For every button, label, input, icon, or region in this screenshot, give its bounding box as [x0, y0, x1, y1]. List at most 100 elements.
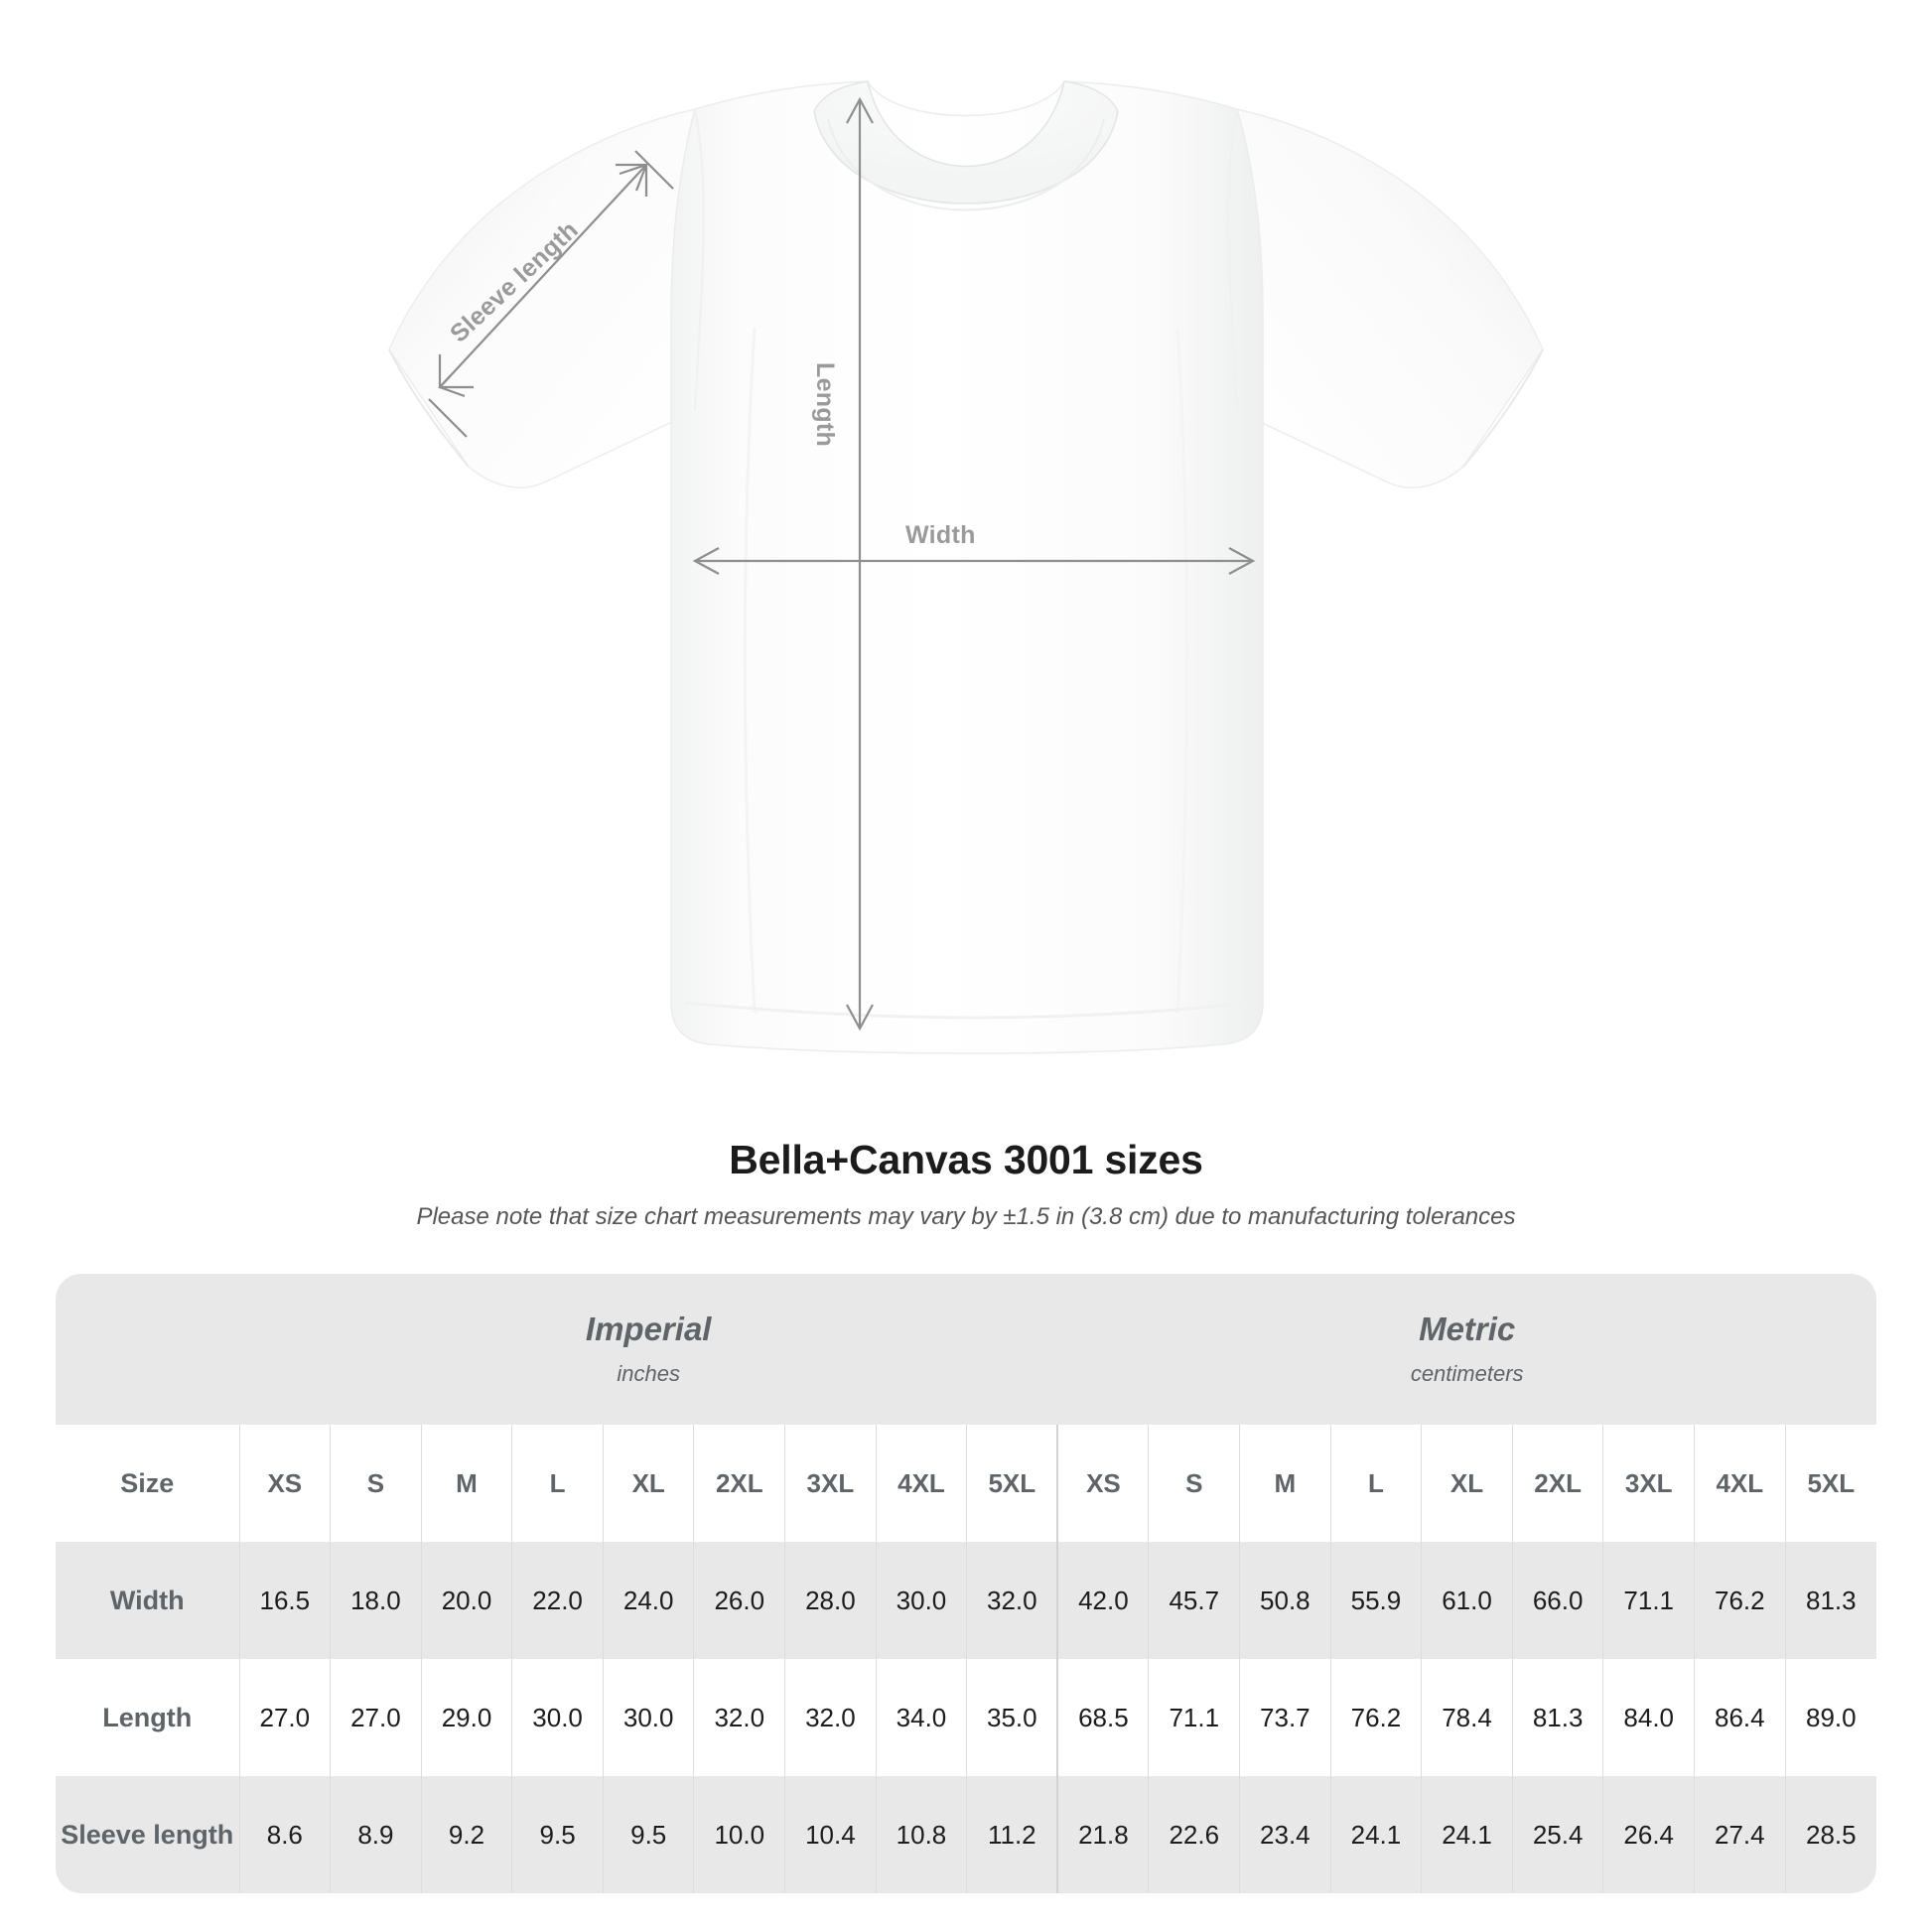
tshirt-fold-left — [743, 327, 757, 1014]
measurement-cell: 10.4 — [784, 1776, 877, 1893]
size-header-cell: L — [1329, 1425, 1422, 1542]
tshirt-left-sleeve-hem — [388, 348, 470, 468]
size-header-cell: S — [330, 1425, 422, 1542]
measurement-cell: 30.0 — [511, 1659, 604, 1776]
measurement-cell: 78.4 — [1421, 1659, 1513, 1776]
size-header-cell: 3XL — [784, 1425, 877, 1542]
measurement-cell: 10.0 — [693, 1776, 785, 1893]
row-header-width: Width — [56, 1542, 240, 1659]
tshirt-collar-stitch — [827, 118, 1105, 211]
tshirt-right-sleeve-hem — [1462, 348, 1544, 468]
measurement-cell: 30.0 — [875, 1542, 967, 1659]
measurement-cell: 86.4 — [1694, 1659, 1786, 1776]
size-table: Imperial inches Metric centimeters Size XS S M L… — [56, 1274, 1876, 1893]
measurement-cell: 24.1 — [1329, 1776, 1422, 1893]
row-header-length: Length — [56, 1659, 240, 1776]
tshirt-right-sleeve — [1236, 108, 1544, 488]
unit-group-title: Metric — [1419, 1310, 1516, 1347]
table-header-row: Size XS S M L XL 2XL 3XL 4XL 5XL XS S M L XL 2XL 3XL 4XL 5… — [56, 1425, 1876, 1542]
measurement-cell: 8.6 — [238, 1776, 331, 1893]
measurement-cell: 73.7 — [1239, 1659, 1331, 1776]
size-header-cell: L — [511, 1425, 604, 1542]
measurement-cell: 32.0 — [784, 1659, 877, 1776]
dimension-arrows — [428, 96, 1256, 1032]
measurement-cell: 66.0 — [1511, 1542, 1603, 1659]
measurement-cell: 55.9 — [1329, 1542, 1422, 1659]
measurement-cell: 27.0 — [238, 1659, 331, 1776]
size-header-cell: M — [420, 1425, 512, 1542]
measurement-cell: 22.0 — [511, 1542, 604, 1659]
unit-band-spacer — [56, 1274, 240, 1425]
size-header-cell: XL — [1421, 1425, 1513, 1542]
measurement-cell: 28.5 — [1784, 1776, 1876, 1893]
size-header-cell: 4XL — [1694, 1425, 1786, 1542]
tshirt-right-shoulder-seam — [1227, 110, 1238, 412]
size-header-cell: 2XL — [1511, 1425, 1603, 1542]
measurement-cell: 89.0 — [1784, 1659, 1876, 1776]
measurement-cell: 18.0 — [330, 1542, 422, 1659]
measurement-cell: 8.9 — [330, 1776, 422, 1893]
measurement-cell: 20.0 — [420, 1542, 512, 1659]
size-header-cell: 5XL — [966, 1425, 1058, 1542]
measurement-cell: 29.0 — [420, 1659, 512, 1776]
width-dimension-arrow — [692, 547, 1256, 575]
width-label: Width — [905, 521, 976, 549]
measurement-cell: 16.5 — [238, 1542, 331, 1659]
measurement-cell: 81.3 — [1511, 1659, 1603, 1776]
measurement-cell: 84.0 — [1602, 1659, 1695, 1776]
row-header-sleeve-length: Sleeve length — [56, 1776, 240, 1893]
measurement-cell: 24.1 — [1421, 1776, 1513, 1893]
size-row-header: Size — [56, 1425, 240, 1542]
size-header-cell: 2XL — [693, 1425, 785, 1542]
unit-group-imperial: Imperial inches — [239, 1274, 1058, 1425]
tshirt-left-shoulder-seam — [694, 110, 705, 412]
size-table-container: Imperial inches Metric centimeters Size XS S M L… — [56, 1274, 1876, 1893]
measurement-cell: 28.0 — [784, 1542, 877, 1659]
measurement-cell: 71.1 — [1148, 1659, 1240, 1776]
measurement-cell: 9.5 — [602, 1776, 694, 1893]
chart-caption: Bella+Canvas 3001 sizes Please note that… — [0, 1137, 1932, 1231]
size-header-cell: 3XL — [1602, 1425, 1695, 1542]
measurement-cell: 61.0 — [1421, 1542, 1513, 1659]
tshirt-bottom-hem — [684, 1001, 1254, 1020]
measurement-cell: 30.0 — [602, 1659, 694, 1776]
measurement-cell: 45.7 — [1148, 1542, 1240, 1659]
size-header-cell: 4XL — [875, 1425, 967, 1542]
tolerance-note: Please note that size chart measurements… — [416, 1203, 1516, 1230]
measurement-cell: 10.8 — [875, 1776, 967, 1893]
measurement-cell: 9.5 — [511, 1776, 604, 1893]
page-title: Bella+Canvas 3001 sizes — [729, 1137, 1203, 1182]
measurement-cell: 81.3 — [1784, 1542, 1876, 1659]
tshirt-fold-right — [1175, 327, 1189, 1014]
unit-group-subtitle: inches — [617, 1360, 680, 1386]
measurement-cell: 22.6 — [1148, 1776, 1240, 1893]
measurement-cell: 76.2 — [1694, 1542, 1786, 1659]
size-header-cell: M — [1239, 1425, 1331, 1542]
measurement-cell: 11.2 — [966, 1776, 1058, 1893]
measurement-cell: 32.0 — [693, 1659, 785, 1776]
unit-group-metric: Metric centimeters — [1057, 1274, 1876, 1425]
measurement-cell: 71.1 — [1602, 1542, 1695, 1659]
measurement-cell: 68.5 — [1056, 1659, 1149, 1776]
measurement-cell: 26.0 — [693, 1542, 785, 1659]
length-dimension-arrow — [846, 96, 874, 1032]
tshirt-illustration: Length Width Sleeve length — [388, 80, 1544, 1054]
tshirt-body — [670, 80, 1264, 1054]
measurement-cell: 50.8 — [1239, 1542, 1331, 1659]
tshirt-collar — [813, 80, 1119, 205]
unit-group-subtitle: centimeters — [1410, 1360, 1524, 1386]
table-row: Length 27.0 27.0 29.0 30.0 30.0 32.0 32.0 34.0 35… — [56, 1659, 1876, 1776]
table-row: Width 16.5 18.0 20.0 22.0 24.0 26.0 28.0 30.0 32.… — [56, 1542, 1876, 1659]
measurement-cell: 9.2 — [420, 1776, 512, 1893]
sleeve-length-dimension-arrow — [428, 150, 674, 438]
table-row: Sleeve length 8.6 8.9 9.2 9.5 9.5 10.0 10.4 10.8… — [56, 1776, 1876, 1893]
measurement-cell: 23.4 — [1239, 1776, 1331, 1893]
measurement-cell: 24.0 — [602, 1542, 694, 1659]
measurement-cell: 26.4 — [1602, 1776, 1695, 1893]
measurement-cell: 42.0 — [1056, 1542, 1149, 1659]
measurement-cell: 27.4 — [1694, 1776, 1786, 1893]
measurement-cell: 76.2 — [1329, 1659, 1422, 1776]
tshirt-diagram-svg — [388, 80, 1544, 1054]
size-header-cell: XS — [1056, 1425, 1149, 1542]
